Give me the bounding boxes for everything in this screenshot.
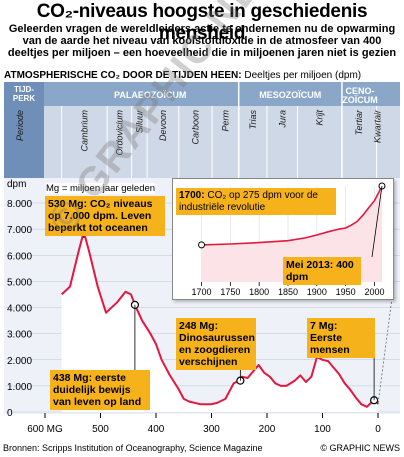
chart-header-normal: Deeltjes per miljoen (dpm) <box>241 70 362 81</box>
co2-line <box>61 230 379 408</box>
y-tick-label: 4.000 <box>7 304 32 315</box>
period-name: Siluur <box>134 109 144 133</box>
source-note: Bronnen: Scripps Institution of Oceanogr… <box>3 443 263 453</box>
y-tick-label: 1.000 <box>7 382 32 393</box>
mg-legend: Mg = miljoen jaar geleden <box>46 183 156 194</box>
chart-header: ATMOSPHERISCHE CO₂ DOOR DE TIJDEN HEEN: … <box>4 70 400 81</box>
period-name: Cambrium <box>79 110 89 152</box>
y-axis-label: dpm <box>7 179 26 190</box>
period-name: Krijt <box>315 110 325 126</box>
period-name: Devoon <box>158 110 168 141</box>
x-tick-label: 300 <box>203 424 220 435</box>
y-tick-label: 7.000 <box>7 225 32 236</box>
y-tick-label: 3.000 <box>7 330 32 341</box>
period-name: Carboon <box>190 110 200 145</box>
period-band <box>4 106 400 178</box>
annotation-248: 248 Mg: Dinosaurussen en zoogdieren vers… <box>176 318 256 370</box>
y-tick-label: 2.000 <box>7 356 32 367</box>
period-name: Tertiar <box>354 109 364 135</box>
x-tick-label: 200 <box>259 424 276 435</box>
era-label-cell <box>4 82 44 178</box>
x-tick-label: 400 <box>148 424 165 435</box>
period-name: Jura <box>277 110 287 129</box>
annotation-1700: 1700: CO₂ op 275 dpm voor de industriële… <box>176 188 336 215</box>
y-tick-label: 6.000 <box>7 251 32 262</box>
chart-header-bold: ATMOSPHERISCHE CO₂ DOOR DE TIJDEN HEEN: <box>4 70 242 81</box>
period-name: Perm <box>220 110 230 132</box>
x-tick-label: 0 <box>375 424 381 435</box>
era-name: PALAEOZOÏCUM <box>114 90 186 100</box>
subtitle: Geleerden vragen de wereldleiders actie … <box>7 23 397 60</box>
page-title: CO₂-niveaus hoogste in geschiedenis mens… <box>36 1 368 44</box>
x-tick-label: 600 MG <box>27 424 63 435</box>
x-tick-label: 100 <box>314 424 331 435</box>
period-label: Periode <box>15 110 25 141</box>
period-name: Trias <box>248 110 258 130</box>
y-tick-label: 8.000 <box>7 199 32 210</box>
x-tick-label: 500 <box>92 424 109 435</box>
period-name: Kwartair <box>372 109 382 143</box>
annotation-530: 530 Mg: CO₂ niveaus op 7.000 dpm. Leven … <box>45 196 165 236</box>
annotation-438: 438 Mg: eerste duidelijk bewijs van leve… <box>50 370 150 410</box>
era-band <box>4 82 400 106</box>
credit: © GRAPHIC NEWS <box>320 443 400 453</box>
y-tick-label: 5.000 <box>7 277 32 288</box>
inset-connector <box>377 297 393 405</box>
y-tick-label: 0 <box>7 408 13 419</box>
annotation-2013: Mei 2013: 400 dpm <box>283 257 361 285</box>
annotation-7: 7 Mg: Eerste mensen <box>307 318 375 358</box>
era-name: CENO-ZOÏCUM <box>342 86 378 105</box>
period-name: Ordovicium <box>114 110 124 156</box>
era-name: MESOZOÏCUM <box>259 90 321 100</box>
era-label: TIJD-PERK <box>13 85 35 103</box>
area-fill <box>61 231 378 412</box>
